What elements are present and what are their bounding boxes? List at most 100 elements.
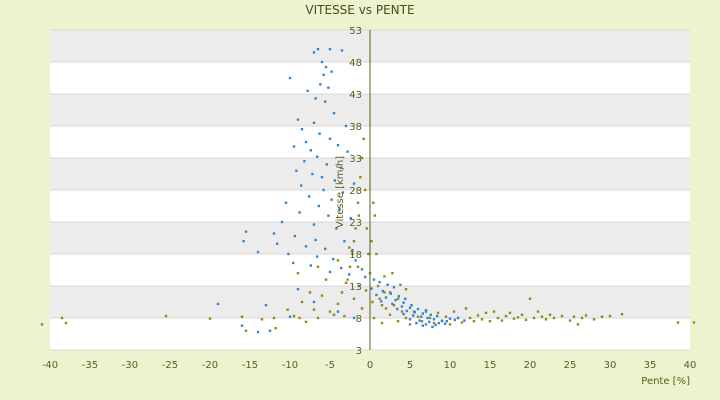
- data-point-olive: [354, 227, 357, 230]
- x-tick-label: 20: [524, 360, 537, 371]
- data-point-blue: [420, 315, 423, 318]
- data-point-olive: [372, 316, 376, 320]
- data-point-blue: [324, 100, 327, 103]
- data-point-blue: [413, 311, 416, 314]
- x-tick-label: -40: [42, 360, 58, 371]
- chart-title: VITESSE vs PENTE: [305, 3, 414, 17]
- data-point-blue: [343, 240, 346, 243]
- data-point-olive: [164, 314, 168, 318]
- data-point-olive: [524, 318, 528, 322]
- data-point-olive: [240, 315, 244, 318]
- data-point-olive: [436, 311, 440, 315]
- data-point-olive: [476, 314, 480, 317]
- data-point-blue: [400, 305, 404, 308]
- data-point-blue: [352, 316, 356, 320]
- data-point-blue: [333, 179, 336, 182]
- data-point-olive: [367, 252, 370, 256]
- data-point-blue: [256, 250, 260, 254]
- data-point-blue: [463, 319, 466, 322]
- data-point-olive: [352, 297, 356, 300]
- data-point-blue: [327, 214, 330, 217]
- data-point-olive: [620, 312, 624, 316]
- data-point-blue: [421, 312, 424, 315]
- data-point-blue: [324, 247, 327, 251]
- data-point-blue: [320, 60, 324, 64]
- x-tick-label: 10: [444, 360, 457, 371]
- data-point-olive: [332, 313, 336, 316]
- data-point-blue: [375, 293, 378, 297]
- y-tick-label: 43: [349, 90, 362, 101]
- data-point-blue: [386, 283, 389, 286]
- data-point-olive: [400, 310, 404, 313]
- x-tick-label: 5: [407, 360, 413, 371]
- data-point-blue: [384, 296, 388, 299]
- data-point-blue: [336, 144, 340, 147]
- y-tick-label: 8: [356, 314, 362, 325]
- data-point-blue: [322, 73, 325, 76]
- data-point-blue: [288, 315, 292, 318]
- data-point-blue: [444, 322, 447, 325]
- data-point-blue: [352, 182, 356, 185]
- data-point-olive: [286, 308, 289, 311]
- data-point-blue: [328, 137, 332, 140]
- data-point-blue: [429, 313, 432, 316]
- data-point-olive: [448, 323, 452, 326]
- data-point-blue: [309, 264, 312, 267]
- data-point-olive: [336, 259, 340, 262]
- data-point-blue: [314, 238, 317, 242]
- data-point-blue: [381, 289, 384, 293]
- data-point-olive: [512, 317, 516, 320]
- data-point-olive: [484, 311, 488, 315]
- data-point-blue: [396, 307, 399, 311]
- data-point-blue: [332, 257, 335, 261]
- data-point-blue: [300, 184, 303, 187]
- data-point-olive: [391, 272, 394, 275]
- data-point-blue: [348, 273, 351, 276]
- data-point-olive: [380, 321, 384, 325]
- data-point-olive: [364, 188, 367, 192]
- data-point-blue: [296, 118, 300, 121]
- data-point-blue: [244, 230, 248, 233]
- data-point-blue: [242, 240, 245, 243]
- data-point-olive: [492, 310, 496, 313]
- data-point-olive: [404, 316, 408, 320]
- data-point-blue: [412, 314, 415, 317]
- data-point-blue: [288, 76, 292, 80]
- data-point-olive: [392, 304, 396, 307]
- data-point-olive: [568, 319, 572, 322]
- data-point-blue: [437, 321, 440, 325]
- x-axis-label: Pente [%]: [641, 376, 690, 387]
- data-point-olive: [580, 316, 584, 320]
- data-point-blue: [370, 287, 373, 290]
- data-point-blue: [456, 316, 460, 320]
- data-point-blue: [416, 307, 420, 311]
- data-point-blue: [440, 319, 444, 322]
- data-point-blue: [445, 320, 448, 323]
- y-tick-label: 3: [356, 346, 362, 357]
- data-point-blue: [424, 323, 428, 326]
- y-tick-label: 28: [349, 186, 362, 197]
- data-point-blue: [404, 297, 407, 300]
- data-point-olive: [364, 289, 368, 292]
- data-point-blue: [380, 300, 383, 303]
- data-point-olive: [388, 291, 392, 294]
- data-point-blue: [332, 112, 336, 115]
- data-point-blue: [312, 51, 316, 54]
- data-point-blue: [268, 329, 272, 332]
- data-point-olive: [376, 284, 380, 288]
- data-point-blue: [304, 140, 308, 144]
- data-point-olive: [692, 321, 696, 324]
- data-point-olive: [608, 314, 612, 318]
- data-point-blue: [434, 323, 437, 327]
- data-point-blue: [340, 266, 343, 270]
- data-point-blue: [424, 309, 428, 312]
- x-tick-label: -30: [122, 360, 138, 371]
- data-point-olive: [340, 291, 344, 294]
- data-point-olive: [408, 323, 412, 326]
- data-point-blue: [349, 216, 352, 220]
- data-point-olive: [444, 315, 448, 318]
- data-point-blue: [360, 268, 364, 271]
- x-tick-label: 30: [604, 360, 617, 371]
- x-tick-labels: -40 -35 -30 -25 -20 -15 -10 -5 0 5 10 15 20 25 30 35 40: [42, 360, 697, 371]
